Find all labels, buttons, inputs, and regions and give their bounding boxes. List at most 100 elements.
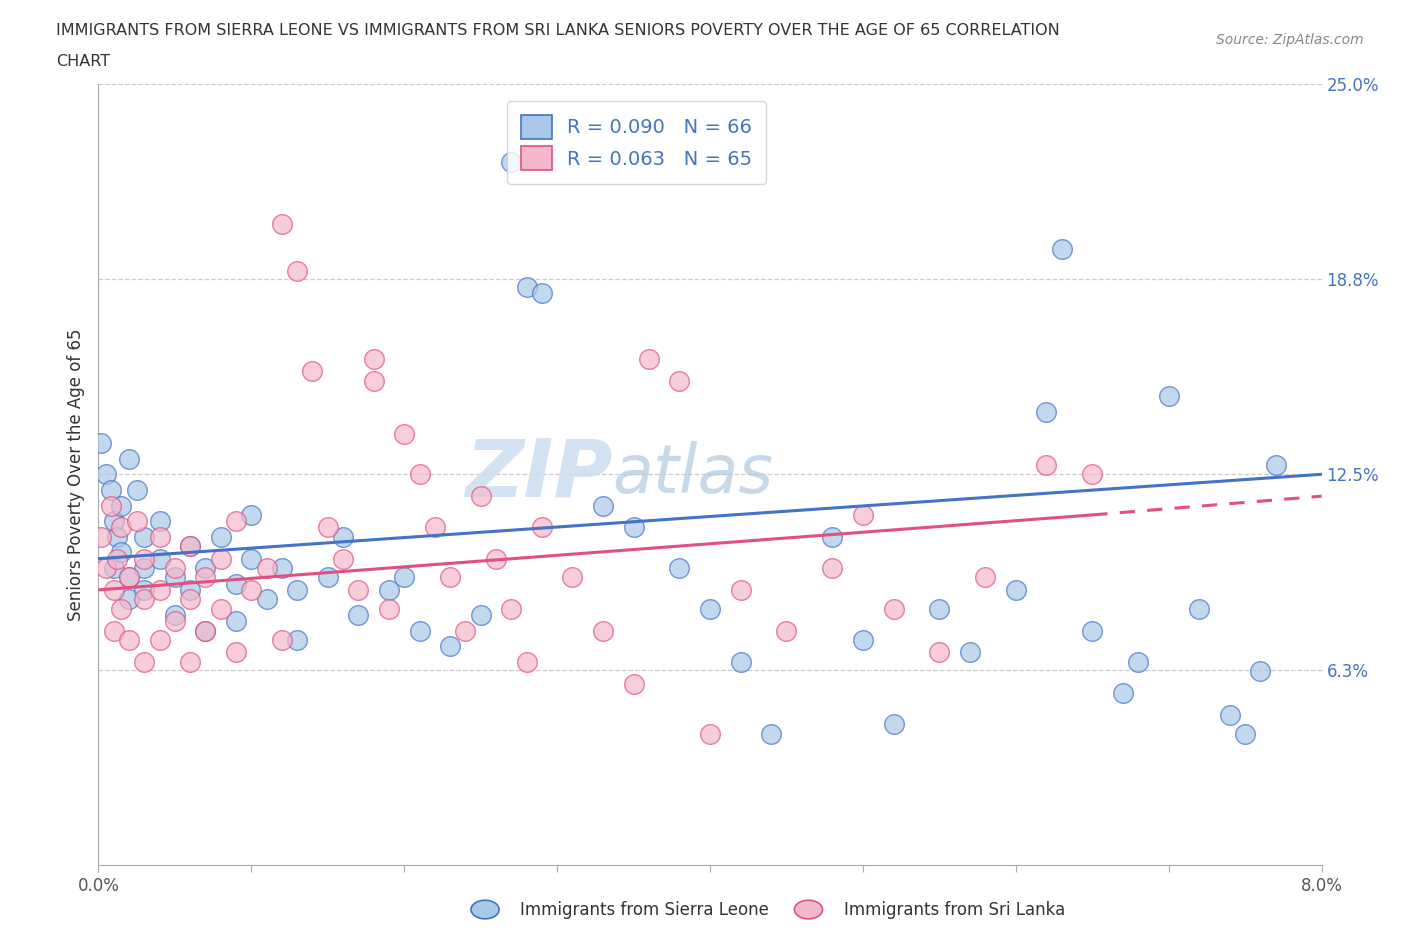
Point <box>821 561 844 576</box>
Point <box>470 489 492 504</box>
Point <box>149 582 172 597</box>
Point <box>1035 405 1057 419</box>
Point <box>485 551 508 566</box>
Point <box>516 279 538 294</box>
Point <box>730 582 752 597</box>
Text: Source: ZipAtlas.com: Source: ZipAtlas.com <box>1216 33 1364 46</box>
Point <box>163 570 186 585</box>
Point <box>118 570 141 585</box>
Point <box>103 561 125 576</box>
Point <box>561 570 583 585</box>
Point <box>316 570 339 585</box>
Point <box>134 529 156 544</box>
Point <box>699 726 721 741</box>
Point <box>134 582 156 597</box>
Point <box>928 645 950 660</box>
Text: ZIP: ZIP <box>465 435 612 513</box>
Legend: R = 0.090   N = 66, R = 0.063   N = 65: R = 0.090 N = 66, R = 0.063 N = 65 <box>508 101 766 184</box>
Point <box>668 373 690 388</box>
Point <box>118 632 141 647</box>
Point <box>392 426 416 441</box>
Point <box>623 520 645 535</box>
Point <box>392 570 416 585</box>
Point <box>256 591 278 606</box>
Point <box>194 623 217 638</box>
Point <box>592 623 614 638</box>
Point <box>110 601 132 616</box>
Point <box>94 467 117 482</box>
Point <box>163 614 186 629</box>
Point <box>408 467 430 482</box>
Point <box>1081 467 1104 482</box>
Point <box>1157 389 1180 404</box>
Point <box>501 154 523 169</box>
Point <box>240 582 263 597</box>
Point <box>240 551 263 566</box>
Point <box>118 451 141 466</box>
Point <box>1004 582 1026 597</box>
Point <box>1249 664 1271 679</box>
Point <box>852 632 875 647</box>
Point <box>134 551 156 566</box>
Point <box>408 623 430 638</box>
Point <box>94 561 117 576</box>
Point <box>179 538 201 553</box>
Point <box>149 632 172 647</box>
Point <box>363 373 385 388</box>
Point <box>103 513 125 528</box>
Point <box>1112 685 1135 700</box>
Point <box>883 601 905 616</box>
Point <box>530 520 553 535</box>
Point <box>1035 458 1057 472</box>
Point <box>363 352 385 366</box>
Point <box>110 545 132 560</box>
Point <box>301 364 323 379</box>
Point <box>225 577 247 591</box>
Point <box>959 645 981 660</box>
Point <box>118 570 141 585</box>
Point <box>105 529 128 544</box>
Point <box>378 601 401 616</box>
Point <box>225 645 247 660</box>
Point <box>516 655 538 670</box>
Point <box>90 529 112 544</box>
Point <box>883 717 905 732</box>
Point <box>623 676 645 691</box>
Text: CHART: CHART <box>56 54 110 69</box>
Point <box>775 623 797 638</box>
Point <box>285 632 308 647</box>
Point <box>285 582 308 597</box>
Point <box>100 483 122 498</box>
Point <box>821 529 844 544</box>
Point <box>163 607 186 622</box>
Point <box>637 352 661 366</box>
Point <box>378 582 401 597</box>
Text: IMMIGRANTS FROM SIERRA LEONE VS IMMIGRANTS FROM SRI LANKA SENIORS POVERTY OVER T: IMMIGRANTS FROM SIERRA LEONE VS IMMIGRAN… <box>56 23 1060 38</box>
Point <box>592 498 614 513</box>
Point <box>134 655 156 670</box>
Point <box>1050 242 1073 257</box>
Point <box>270 561 294 576</box>
Point <box>699 601 721 616</box>
Point <box>194 570 217 585</box>
Text: Immigrants from Sierra Leone: Immigrants from Sierra Leone <box>520 900 769 919</box>
Point <box>1219 708 1241 723</box>
Point <box>209 551 232 566</box>
Point <box>134 561 156 576</box>
Point <box>194 561 217 576</box>
Point <box>225 614 247 629</box>
Point <box>730 655 752 670</box>
Point <box>668 561 690 576</box>
Y-axis label: Seniors Poverty Over the Age of 65: Seniors Poverty Over the Age of 65 <box>67 328 86 620</box>
Point <box>103 623 125 638</box>
Point <box>90 435 112 450</box>
Point <box>118 591 141 606</box>
Point <box>149 513 172 528</box>
Point <box>501 601 523 616</box>
Point <box>100 498 122 513</box>
Point <box>347 607 370 622</box>
Point <box>105 551 128 566</box>
Point <box>125 513 148 528</box>
Point <box>1264 458 1286 472</box>
Point <box>163 561 186 576</box>
